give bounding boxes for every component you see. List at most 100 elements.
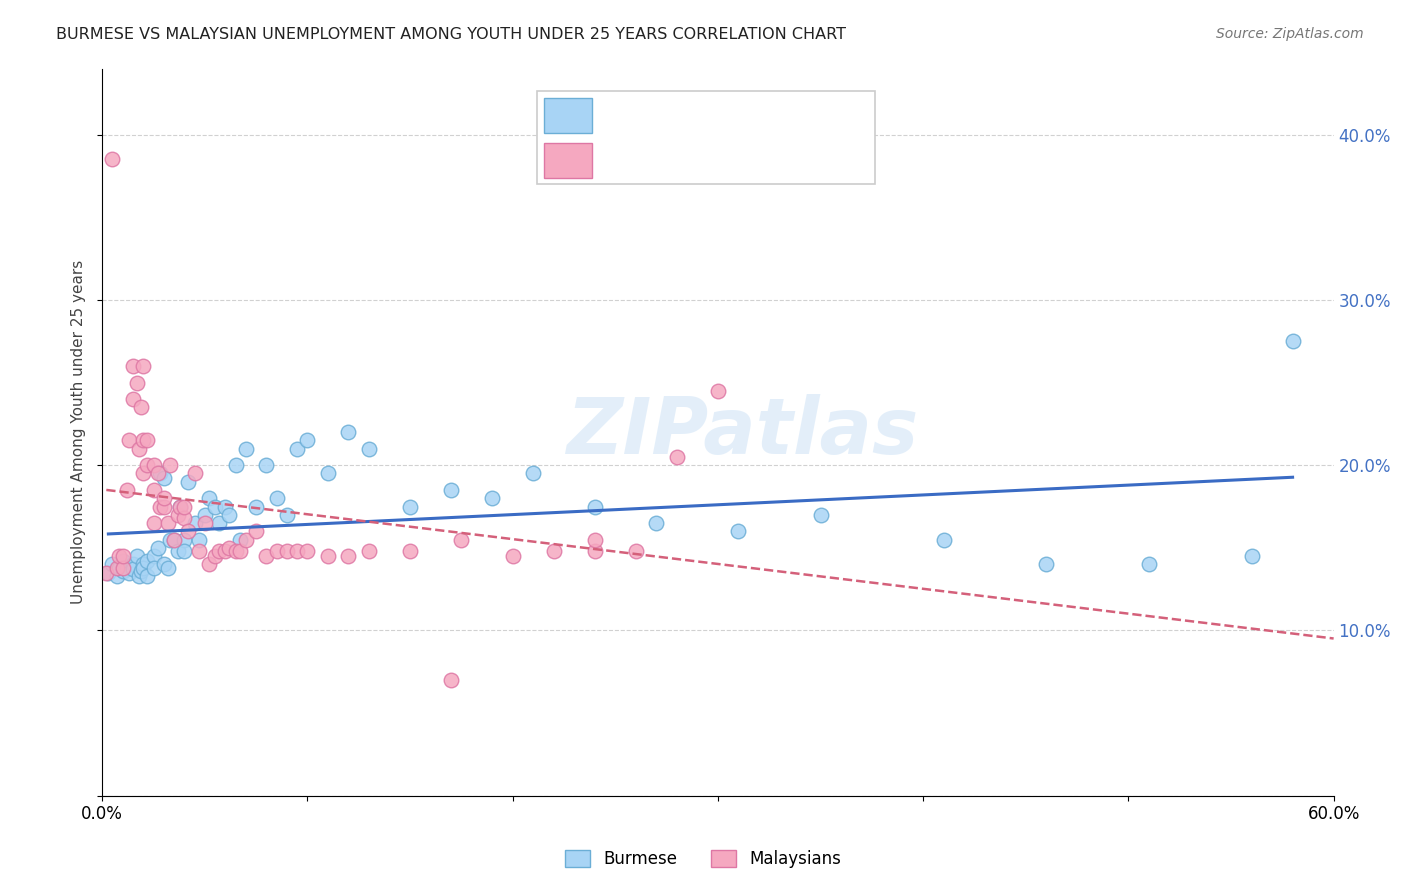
- Point: [183, 467, 205, 481]
- Point: [198, 558, 221, 572]
- Point: [297, 434, 319, 448]
- Point: [266, 491, 288, 506]
- Text: Source: ZipAtlas.com: Source: ZipAtlas.com: [1216, 27, 1364, 41]
- Point: [152, 471, 174, 485]
- Point: [111, 564, 134, 578]
- Point: [316, 467, 339, 481]
- Point: [127, 376, 149, 390]
- Point: [146, 467, 169, 481]
- Point: [357, 544, 380, 558]
- Point: [107, 560, 129, 574]
- Point: [132, 359, 155, 373]
- Point: [122, 392, 145, 406]
- Point: [122, 558, 145, 572]
- Point: [1281, 334, 1303, 349]
- Point: [142, 516, 165, 530]
- Point: [149, 467, 172, 481]
- Point: [136, 554, 159, 568]
- Point: [169, 500, 191, 514]
- Point: [245, 524, 267, 539]
- Point: [128, 442, 150, 456]
- Point: [152, 491, 174, 506]
- Point: [107, 549, 129, 563]
- Point: [316, 549, 339, 563]
- Point: [254, 549, 277, 563]
- Point: [1035, 558, 1057, 572]
- Point: [218, 508, 240, 522]
- Point: [194, 516, 217, 530]
- Point: [159, 533, 181, 547]
- Point: [152, 558, 174, 572]
- Point: [173, 511, 195, 525]
- Point: [167, 508, 190, 522]
- Point: [204, 549, 226, 563]
- Point: [177, 524, 200, 539]
- Point: [218, 541, 240, 555]
- Point: [235, 442, 257, 456]
- Point: [357, 442, 380, 456]
- Point: [152, 500, 174, 514]
- Point: [111, 554, 134, 568]
- Point: [583, 544, 606, 558]
- Point: [235, 533, 257, 547]
- Y-axis label: Unemployment Among Youth under 25 years: Unemployment Among Youth under 25 years: [72, 260, 86, 604]
- Point: [727, 524, 749, 539]
- Text: BURMESE VS MALAYSIAN UNEMPLOYMENT AMONG YOUTH UNDER 25 YEARS CORRELATION CHART: BURMESE VS MALAYSIAN UNEMPLOYMENT AMONG …: [56, 27, 846, 42]
- Point: [115, 483, 138, 497]
- Point: [707, 384, 730, 398]
- Point: [204, 500, 226, 514]
- Point: [129, 401, 152, 415]
- Point: [142, 458, 165, 473]
- Point: [142, 560, 165, 574]
- Point: [173, 500, 195, 514]
- Point: [115, 560, 138, 574]
- Point: [245, 500, 267, 514]
- Point: [276, 544, 298, 558]
- Text: ZIPatlas: ZIPatlas: [567, 394, 918, 470]
- Point: [118, 566, 141, 580]
- Point: [266, 544, 288, 558]
- Point: [132, 467, 155, 481]
- Point: [543, 544, 565, 558]
- Point: [167, 544, 190, 558]
- Point: [132, 558, 155, 572]
- Point: [101, 558, 124, 572]
- Point: [225, 458, 247, 473]
- Point: [105, 569, 128, 583]
- Point: [214, 500, 236, 514]
- Point: [96, 566, 118, 580]
- Point: [502, 549, 524, 563]
- Point: [810, 508, 832, 522]
- Point: [208, 544, 231, 558]
- Point: [127, 549, 149, 563]
- Point: [111, 549, 134, 563]
- Point: [159, 458, 181, 473]
- Point: [128, 569, 150, 583]
- Point: [156, 516, 179, 530]
- Point: [173, 533, 195, 547]
- Point: [337, 425, 360, 439]
- Point: [1240, 549, 1263, 563]
- Point: [169, 500, 191, 514]
- Point: [645, 516, 668, 530]
- Point: [583, 533, 606, 547]
- Point: [285, 544, 308, 558]
- Legend: Burmese, Malaysians: Burmese, Malaysians: [558, 843, 848, 875]
- Point: [228, 544, 250, 558]
- Point: [136, 434, 159, 448]
- Point: [149, 500, 172, 514]
- Point: [122, 562, 145, 576]
- Point: [136, 569, 159, 583]
- Point: [105, 560, 128, 574]
- Point: [194, 508, 217, 522]
- Point: [399, 500, 422, 514]
- Point: [132, 560, 155, 574]
- Point: [624, 544, 647, 558]
- Point: [163, 533, 186, 547]
- Point: [285, 442, 308, 456]
- Point: [111, 560, 134, 574]
- Point: [122, 359, 145, 373]
- Point: [97, 566, 120, 580]
- Point: [208, 516, 231, 530]
- Point: [163, 533, 186, 547]
